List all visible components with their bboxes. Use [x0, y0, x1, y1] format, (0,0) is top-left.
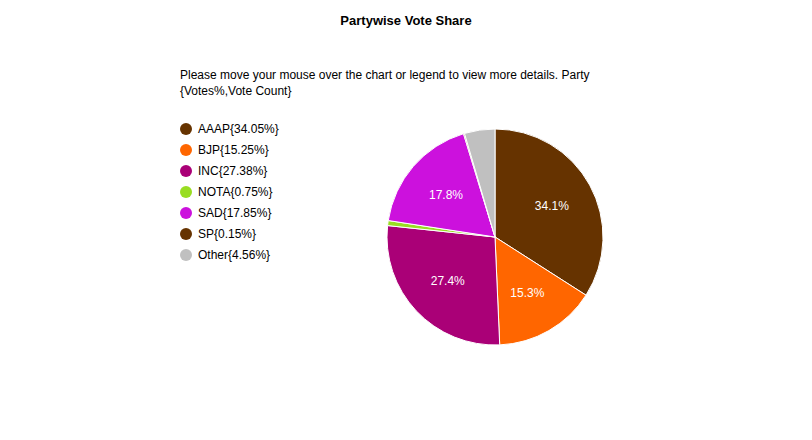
- html-text:Other{4.56%}: Other{4.56%}: [198, 247, 271, 262]
- html-text:NOTA{0.75%}: NOTA{0.75%}: [198, 184, 273, 199]
- html-text:AAAP{34.05%}: AAAP{34.05%}: [198, 121, 279, 136]
- html-text:BJP{15.25%}: BJP{15.25%}: [198, 142, 269, 157]
- svg-text:27.4%: 27.4%: [431, 274, 465, 288]
- html-text:Partywise Vote Share: Partywise Vote Share: [340, 13, 472, 28]
- svg-text:34.1%: 34.1%: [535, 199, 569, 213]
- svg-text:17.8%: 17.8%: [429, 188, 463, 202]
- html-text:Please move your mouse over th: Please move your mouse over the chart or…: [180, 68, 590, 98]
- html-text:INC{27.38%}: INC{27.38%}: [198, 163, 268, 178]
- svg-text:15.3%: 15.3%: [510, 286, 544, 300]
- html-text:SP{0.15%}: SP{0.15%}: [198, 226, 257, 241]
- html-text:SAD{17.85%}: SAD{17.85%}: [198, 205, 272, 220]
